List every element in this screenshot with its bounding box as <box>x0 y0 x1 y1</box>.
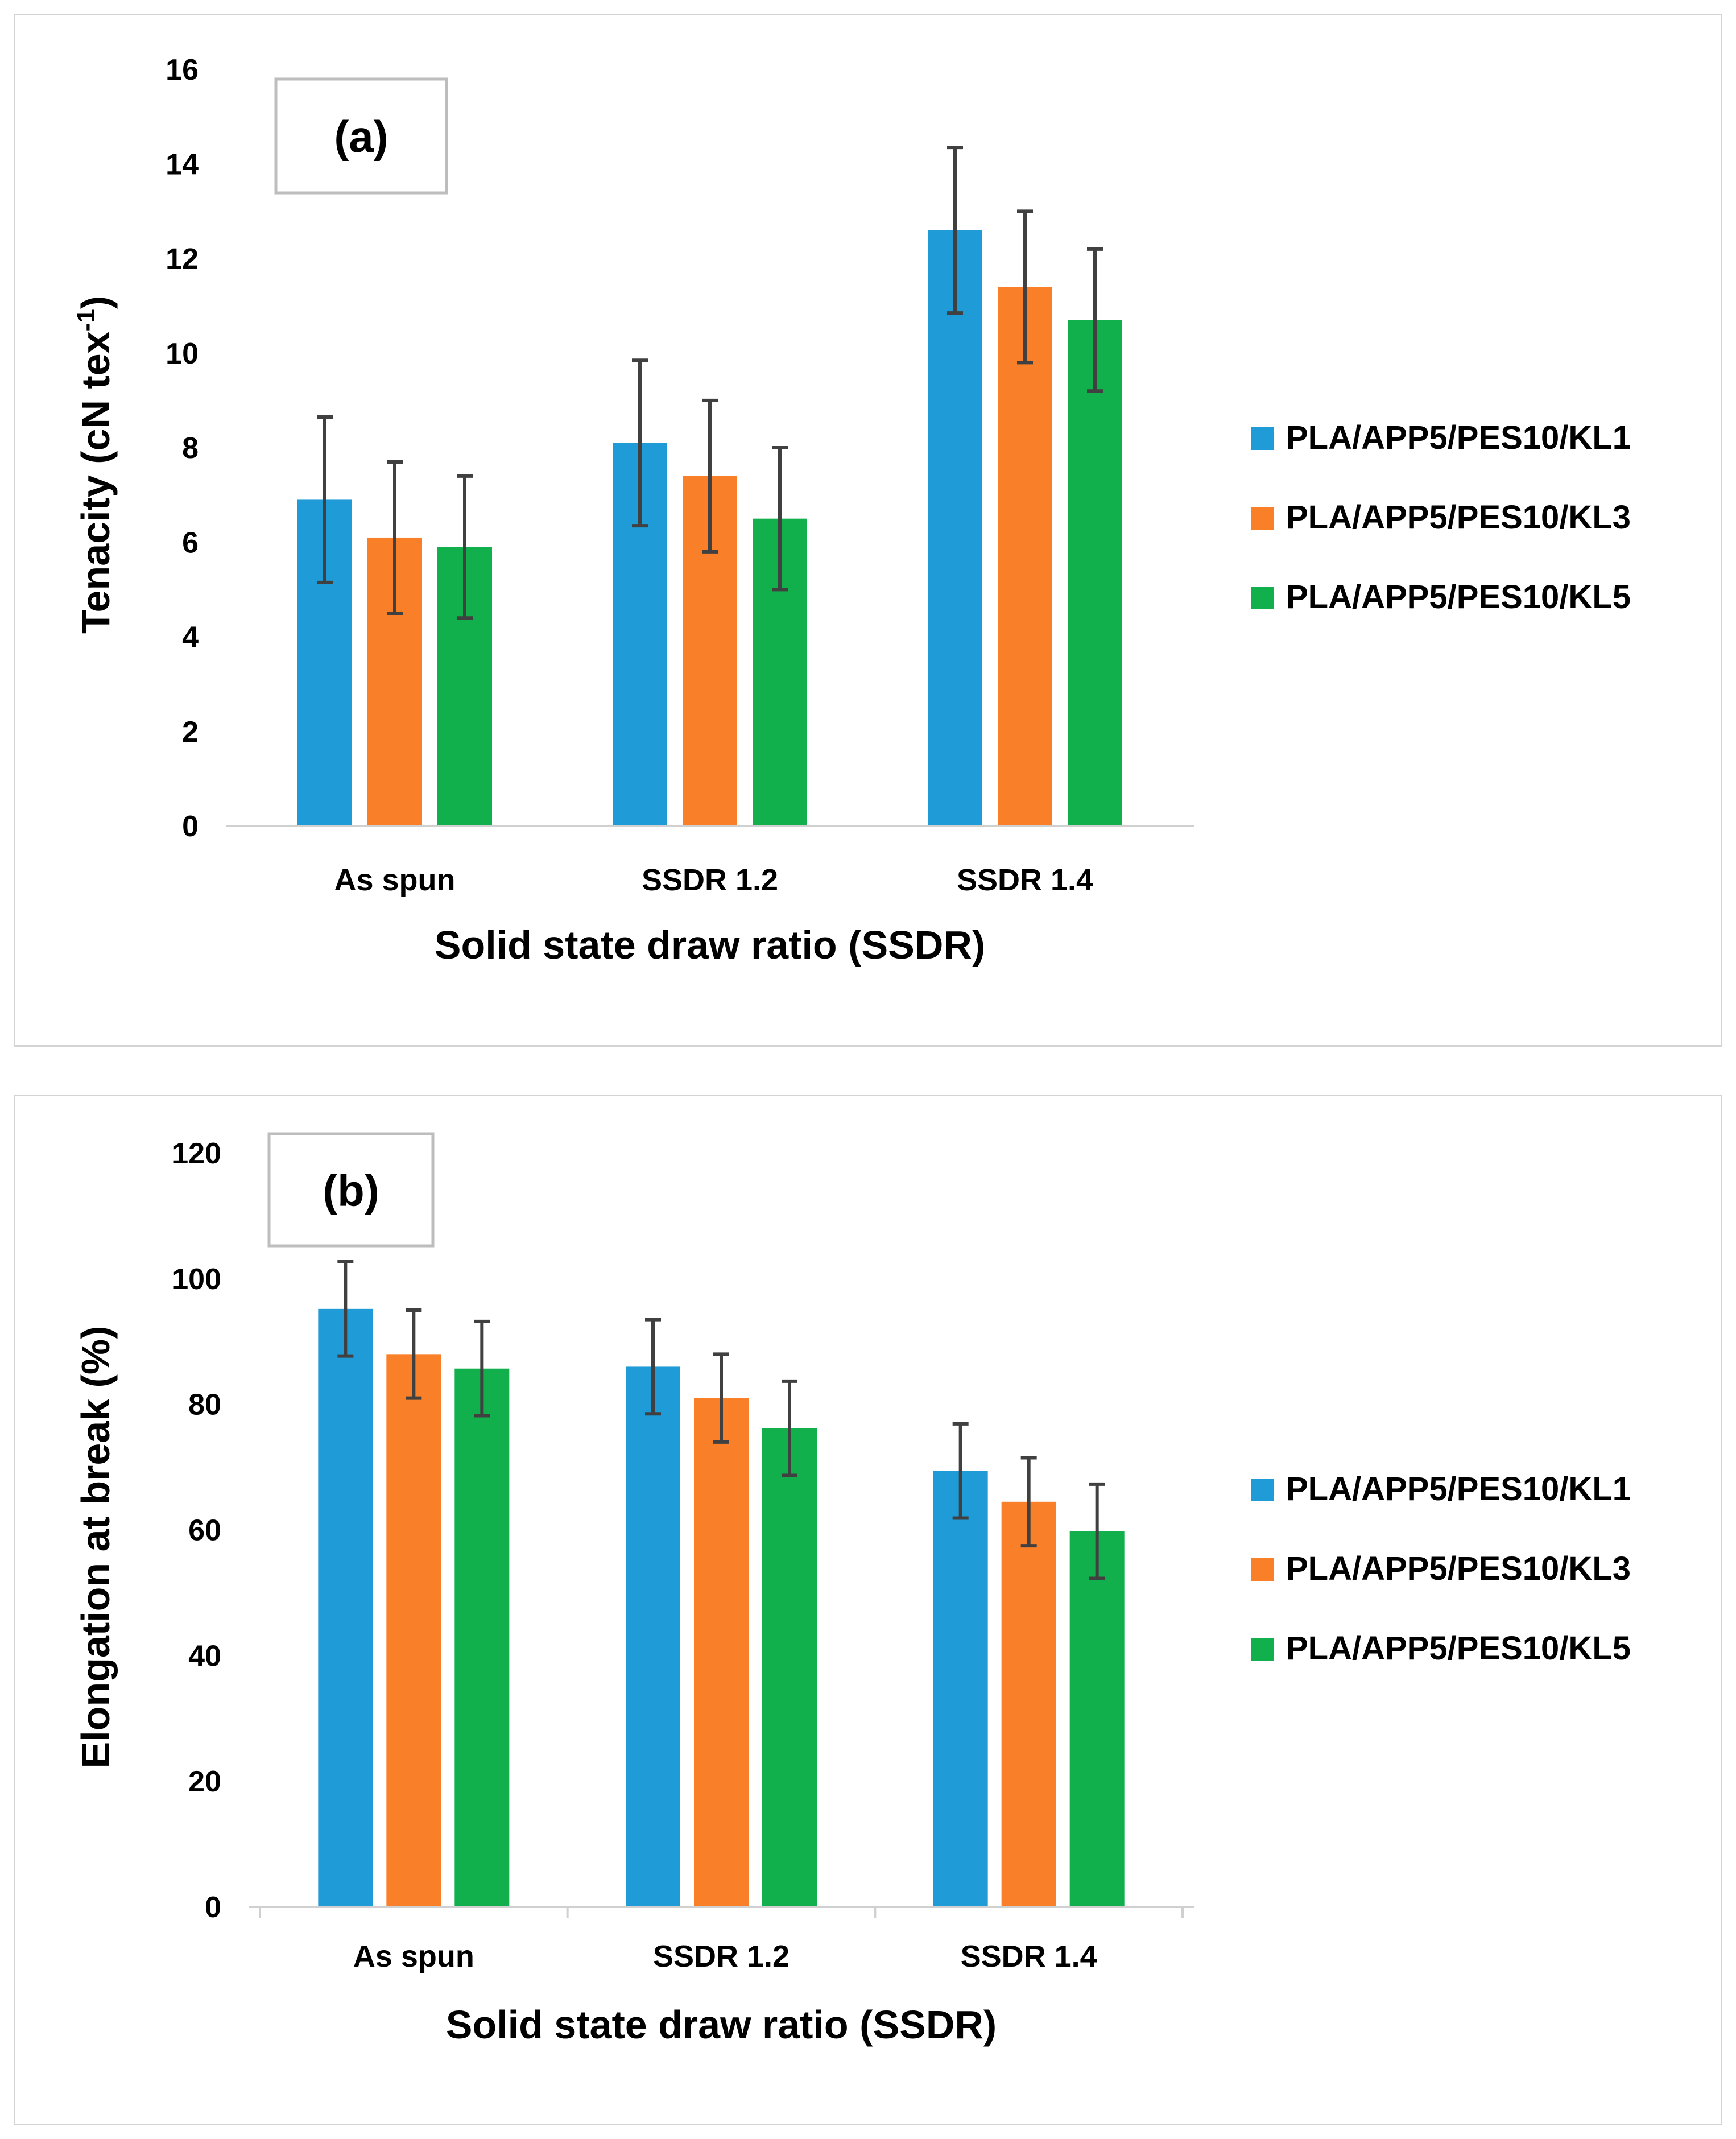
panel-label: (a) <box>334 112 388 162</box>
bar-3-3 <box>1069 1531 1125 1907</box>
bar-3-2 <box>762 1428 817 1907</box>
error-bar <box>713 1352 729 1444</box>
y-tick-label: 14 <box>166 148 199 181</box>
legend-label-2: PLA/APP5/PES10/KL3 <box>1286 499 1631 536</box>
legend-label-3: PLA/APP5/PES10/KL5 <box>1286 1630 1631 1667</box>
bar-2-2 <box>694 1398 749 1907</box>
legend-label-1: PLA/APP5/PES10/KL1 <box>1286 419 1631 456</box>
bar-3-1 <box>454 1368 510 1907</box>
error-bar <box>317 415 333 584</box>
bar-1-3 <box>933 1471 988 1907</box>
x-tick-label: SSDR 1.2 <box>642 863 778 897</box>
y-tick-label: 100 <box>172 1263 221 1296</box>
bar-2-3 <box>1001 1501 1056 1907</box>
x-tick-label: SSDR 1.4 <box>957 863 1093 897</box>
error-bar <box>406 1308 422 1400</box>
error-bar <box>1017 209 1033 365</box>
y-tick-label: 4 <box>182 621 199 654</box>
error-bar <box>474 1319 490 1418</box>
x-tick-label: SSDR 1.2 <box>653 1939 790 1973</box>
error-bar <box>645 1318 661 1416</box>
x-tick-label: As spun <box>353 1939 474 1973</box>
panel-label-box <box>274 77 448 195</box>
y-tick-label: 6 <box>182 526 199 559</box>
y-tick-label: 120 <box>172 1137 221 1170</box>
legend-label-1: PLA/APP5/PES10/KL1 <box>1286 1471 1631 1508</box>
legend-swatch-3 <box>1251 1638 1274 1661</box>
x-axis-title: Solid state draw ratio (SSDR) <box>435 923 985 967</box>
y-axis-title: Tenacity (cN tex-1) <box>72 296 118 634</box>
legend-label-3: PLA/APP5/PES10/KL5 <box>1286 579 1631 616</box>
panel-label-box <box>267 1132 435 1248</box>
y-tick-label: 12 <box>166 243 199 276</box>
y-axis-title: Elongation at break (%) <box>73 1326 118 1769</box>
y-tick-label: 80 <box>188 1389 221 1422</box>
legend-swatch-1 <box>1251 427 1274 450</box>
error-bar <box>1089 1482 1105 1580</box>
bar-1-2 <box>626 1366 680 1907</box>
bar-2-3 <box>998 287 1052 826</box>
y-tick-label: 2 <box>182 716 199 749</box>
error-bar <box>337 1260 354 1358</box>
error-bar <box>1020 1456 1037 1548</box>
error-bar <box>947 146 963 315</box>
chart-panel-b: 0 20 40 60 80 100 120 As spun SSDR 1.2 SSDR 1.4 So… <box>14 1095 1722 2125</box>
y-axis-title-superscript: -1 <box>72 309 100 331</box>
legend-label-2: PLA/APP5/PES10/KL3 <box>1286 1550 1631 1587</box>
y-axis-title-main: Tenacity (cN tex <box>73 331 118 634</box>
tenacity-chart: 0 2 4 6 8 10 12 14 16 As spun SSDR 1.2 SSDR 1.4 Soli… <box>72 53 1631 967</box>
panel-label: (b) <box>323 1166 379 1216</box>
x-tick-label: SSDR 1.4 <box>961 1939 1097 1973</box>
error-bar <box>1087 247 1103 393</box>
y-tick-label: 16 <box>166 53 199 86</box>
y-axis-title-main: Elongation at break (%) <box>73 1326 118 1769</box>
error-bar <box>772 446 788 592</box>
legend-swatch-2 <box>1251 1558 1274 1581</box>
chart-panel-a: 0 2 4 6 8 10 12 14 16 As spun SSDR 1.2 SSDR 1.4 Soli… <box>14 14 1722 1047</box>
y-tick-label: 20 <box>188 1765 221 1798</box>
x-axis-title: Solid state draw ratio (SSDR) <box>446 2002 997 2047</box>
error-bar <box>952 1422 969 1520</box>
error-bar <box>457 474 473 620</box>
y-tick-label: 0 <box>182 810 199 843</box>
error-bar <box>387 460 403 615</box>
y-axis-title-end: ) <box>73 296 118 309</box>
bar-2-1 <box>386 1354 441 1907</box>
y-tick-label: 10 <box>166 337 199 370</box>
bar-3-3 <box>1068 320 1122 826</box>
error-bar <box>702 398 718 554</box>
x-tick-label: As spun <box>334 863 455 897</box>
bar-1-1 <box>318 1308 373 1907</box>
y-tick-label: 8 <box>182 432 199 465</box>
bar-1-3 <box>928 230 982 826</box>
legend-swatch-2 <box>1251 507 1274 530</box>
y-tick-label: 0 <box>205 1891 221 1924</box>
y-tick-label: 40 <box>188 1640 221 1673</box>
elongation-chart: 0 20 40 60 80 100 120 As spun SSDR 1.2 SSDR 1.4 So… <box>73 1132 1631 2047</box>
error-bar <box>782 1379 797 1477</box>
error-bar <box>632 358 648 528</box>
legend-swatch-1 <box>1251 1479 1274 1501</box>
legend-swatch-3 <box>1251 587 1274 609</box>
y-tick-label: 60 <box>188 1514 221 1547</box>
